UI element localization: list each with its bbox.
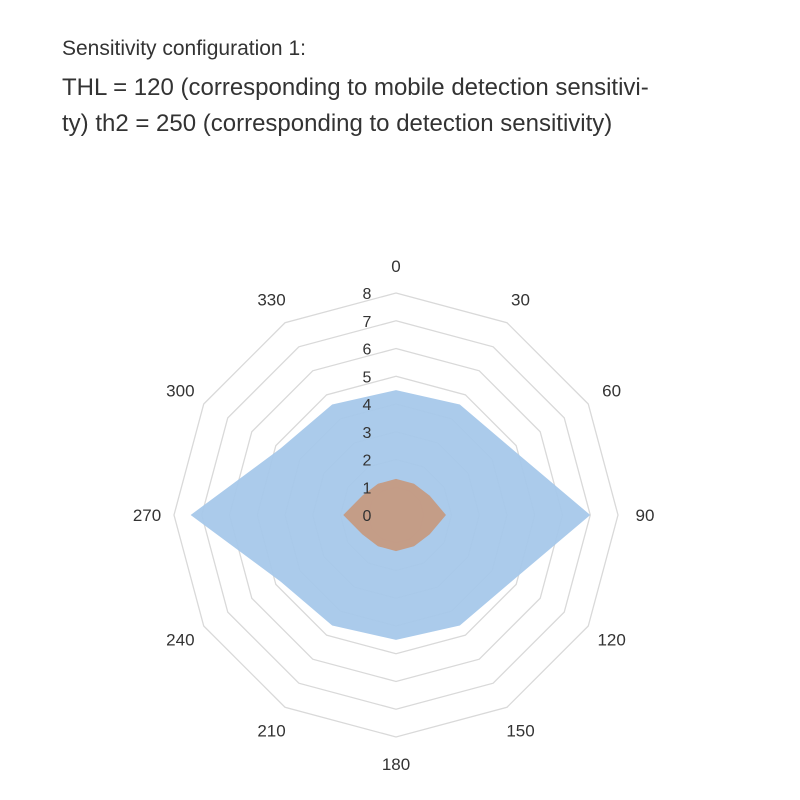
angle-label: 120 <box>597 631 625 650</box>
angle-label: 270 <box>133 506 161 525</box>
grid-ring-7 <box>201 320 591 710</box>
chart-description-line-1: THL = 120 (corresponding to mobile detec… <box>62 74 649 101</box>
angle-label: 150 <box>506 722 534 741</box>
radial-tick-label: 2 <box>363 453 372 470</box>
angle-label: 210 <box>257 722 285 741</box>
chart-heading: Sensitivity configuration 1: THL = 120 (… <box>62 34 762 142</box>
angle-label: 330 <box>257 290 285 309</box>
series-area-2 <box>343 478 446 552</box>
angle-label: 60 <box>602 382 621 401</box>
radial-tick-label: 6 <box>363 342 372 359</box>
angle-label: 0 <box>391 257 400 276</box>
chart-subtitle: Sensitivity configuration 1: <box>62 37 306 60</box>
angle-label: 180 <box>382 755 410 774</box>
radial-tick-labels: 0 1 2 3 4 5 6 7 8 <box>363 286 372 525</box>
angle-label: 90 <box>636 506 655 525</box>
radial-tick-label: 1 <box>363 480 372 497</box>
radial-tick-label: 4 <box>363 397 372 414</box>
radar-series <box>190 390 591 640</box>
grid-ring-6 <box>228 347 564 683</box>
grid-ring-8 <box>173 292 619 738</box>
radial-tick-label: 5 <box>363 369 372 386</box>
radial-tick-label: 8 <box>363 286 372 303</box>
angle-label: 240 <box>166 631 194 650</box>
grid-ring-5 <box>256 375 536 655</box>
angle-label: 300 <box>166 382 194 401</box>
radial-tick-label: 0 <box>363 508 372 525</box>
radial-tick-label: 3 <box>363 425 372 442</box>
chart-description-line-2: ty) th2 = 250 (corresponding to detectio… <box>62 110 613 137</box>
angle-label: 30 <box>511 290 530 309</box>
radial-tick-label: 7 <box>363 314 372 331</box>
